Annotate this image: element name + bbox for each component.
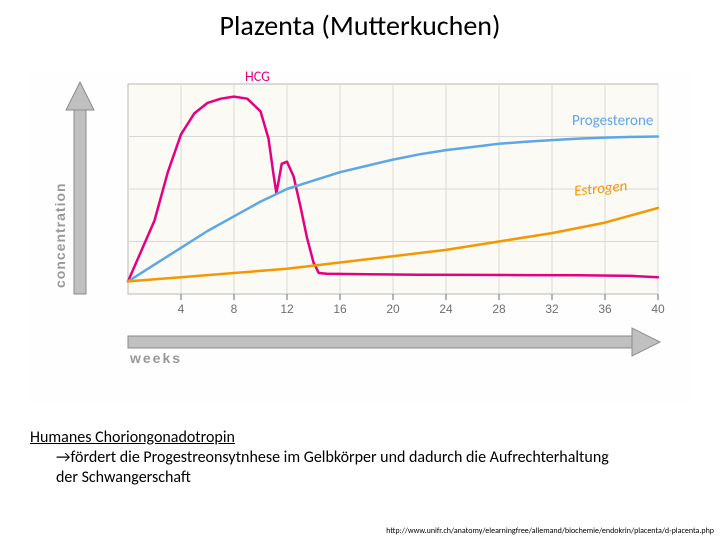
- body-line2: der Schwangerschaft: [56, 468, 191, 487]
- source-url: http://www.unifr.ch/anatomy/elearningfre…: [386, 526, 714, 536]
- x-tick-label: 16: [328, 302, 352, 316]
- body-text: Humanes Choriongonadotropin →fördert die…: [30, 428, 700, 488]
- x-tick-label: 28: [487, 302, 511, 316]
- hormone-chart: concentration weeks HCGProgesteroneEstro…: [30, 72, 690, 402]
- x-axis-label: weeks: [130, 350, 182, 366]
- series-label-hcg: HCG: [245, 68, 270, 85]
- x-tick-label: 4: [169, 302, 193, 316]
- x-tick-label: 32: [540, 302, 564, 316]
- x-tick-label: 24: [434, 302, 458, 316]
- body-heading: Humanes Choriongonadotropin: [30, 428, 235, 447]
- slide: Plazenta (Mutterkuchen) concentration we…: [0, 0, 720, 540]
- arrow-icon: →: [56, 448, 70, 467]
- body-line1: fördert die Progestreonsytnhese im Gelbk…: [70, 448, 608, 467]
- x-tick-label: 36: [593, 302, 617, 316]
- series-label-progesterone: Progesterone: [572, 112, 653, 130]
- x-tick-label: 12: [275, 302, 299, 316]
- x-tick-label: 8: [222, 302, 246, 316]
- page-title: Plazenta (Mutterkuchen): [0, 0, 720, 43]
- x-tick-label: 40: [646, 302, 670, 316]
- y-axis-label: concentration: [52, 182, 68, 288]
- x-tick-label: 20: [381, 302, 405, 316]
